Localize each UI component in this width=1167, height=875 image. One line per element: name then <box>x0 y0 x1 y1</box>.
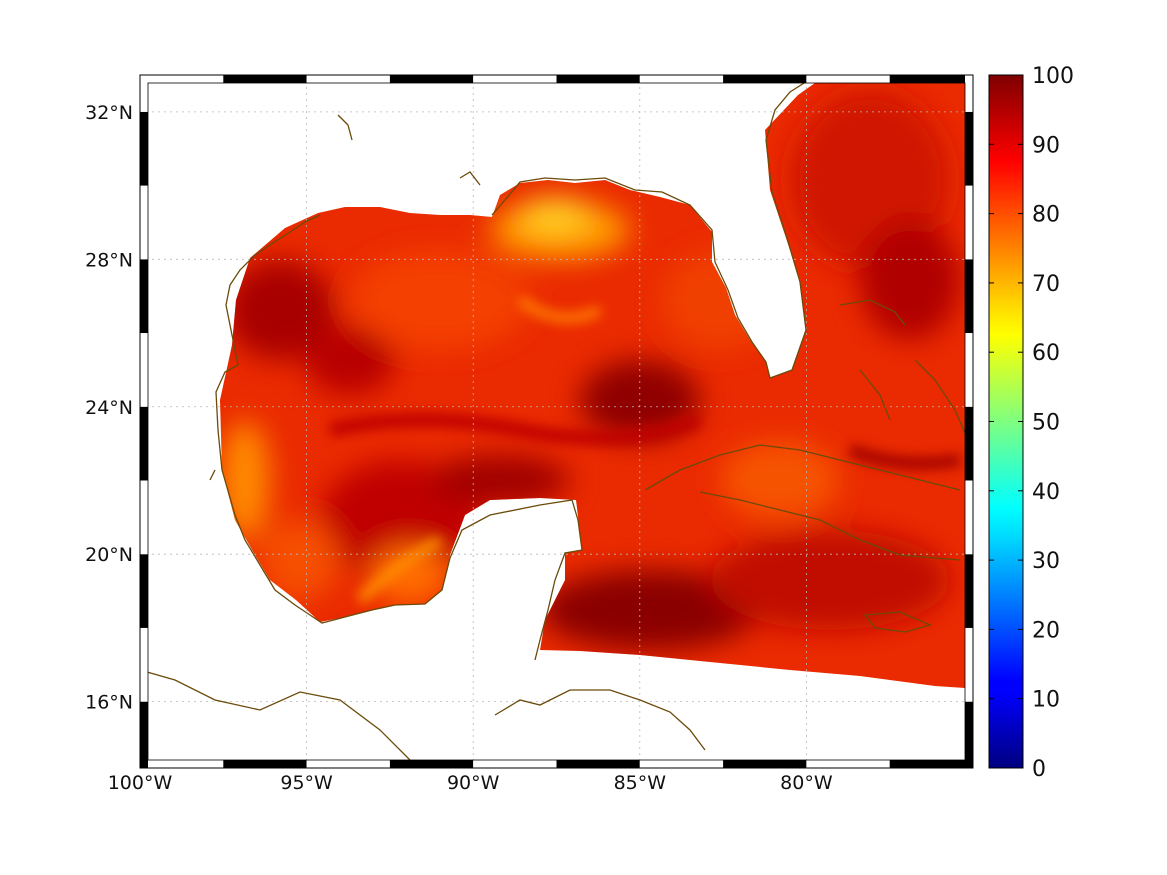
frame-segment-top <box>723 75 807 83</box>
frame-segment-bottom <box>140 760 224 768</box>
frame-segment-top <box>889 75 973 83</box>
frame-segment-top <box>556 75 640 83</box>
colorbar-tick-label: 70 <box>1032 272 1060 297</box>
lon-tick-label: 85°W <box>614 772 667 794</box>
frame-segment-left <box>140 111 148 186</box>
lon-tick-label: 95°W <box>280 772 333 794</box>
frame-segment-right <box>965 333 973 407</box>
frame-segment-bottom <box>723 760 807 768</box>
colorbar-tick-label: 80 <box>1032 203 1060 228</box>
frame-segment-right <box>965 480 973 555</box>
lat-tick-label: 32°N <box>85 102 133 124</box>
frame-segment-left <box>140 75 148 112</box>
frame-segment-bottom <box>389 760 474 768</box>
colorbar-tick-label: 90 <box>1032 133 1060 158</box>
frame-segment-right <box>965 406 973 481</box>
frame-segment-bottom <box>639 760 724 768</box>
longitude-labels: 100°W 95°W 90°W 85°W 80°W <box>108 772 833 794</box>
lon-tick-label: 90°W <box>447 772 500 794</box>
frame-segment-right <box>965 111 973 186</box>
frame-segment-left <box>140 701 148 768</box>
frame-segment-left <box>140 259 148 334</box>
frame-segment-right <box>965 701 973 768</box>
map-frame <box>139 74 974 769</box>
colorbar-tick-label: 0 <box>1032 757 1046 782</box>
frame-segment-top <box>806 75 890 83</box>
frame-segment-bottom <box>889 760 973 768</box>
frame-segment-left <box>140 480 148 555</box>
colorbar-tick-label: 100 <box>1032 64 1074 89</box>
frame-segment-top <box>306 75 390 83</box>
frame-segment-bottom <box>223 760 307 768</box>
lon-tick-label: 100°W <box>108 772 173 794</box>
frame-segment-top <box>389 75 474 83</box>
colorbar-tick-label: 10 <box>1032 688 1060 713</box>
frame-segment-bottom <box>473 760 557 768</box>
colorbar-ticks: 0 10 20 30 40 50 60 70 80 90 100 <box>989 64 1074 782</box>
frame-segment-bottom <box>556 760 640 768</box>
colorbar-gradient <box>989 75 1023 768</box>
frame-segment-right <box>965 259 973 334</box>
frame-segment-bottom <box>806 760 890 768</box>
coastlines <box>139 77 969 761</box>
frame-segment-right <box>965 75 973 112</box>
colorbar-tick-label: 40 <box>1032 480 1060 505</box>
frame-segment-top <box>639 75 724 83</box>
frame-segment-left <box>140 185 148 260</box>
lat-tick-label: 28°N <box>85 249 133 271</box>
frame-segment-right <box>965 185 973 260</box>
frame-segment-left <box>140 333 148 407</box>
frame-segment-left <box>140 627 148 702</box>
frame-segment-left <box>140 406 148 481</box>
frame-segment-top <box>140 75 224 83</box>
latitude-labels: 32°N 28°N 24°N 20°N 16°N <box>85 102 133 714</box>
colorbar: 0 10 20 30 40 50 60 70 80 90 100 <box>988 64 1074 782</box>
frame-inner-border <box>147 82 966 761</box>
frame-segment-top <box>223 75 307 83</box>
frame-segment-right <box>965 554 973 628</box>
frame-segment-top <box>473 75 557 83</box>
colorbar-tick-label: 50 <box>1032 411 1060 436</box>
frame-segment-left <box>140 554 148 628</box>
frame-segment-right <box>965 627 973 702</box>
colorbar-tick-label: 60 <box>1032 341 1060 366</box>
colorbar-tick-label: 20 <box>1032 618 1060 643</box>
frame-segment-bottom <box>306 760 390 768</box>
lon-tick-label: 80°W <box>780 772 833 794</box>
lat-tick-label: 20°N <box>85 544 133 566</box>
frame-outer-border <box>139 74 974 769</box>
lat-tick-label: 16°N <box>85 692 133 714</box>
lat-tick-label: 24°N <box>85 397 133 419</box>
colorbar-tick-label: 30 <box>1032 549 1060 574</box>
